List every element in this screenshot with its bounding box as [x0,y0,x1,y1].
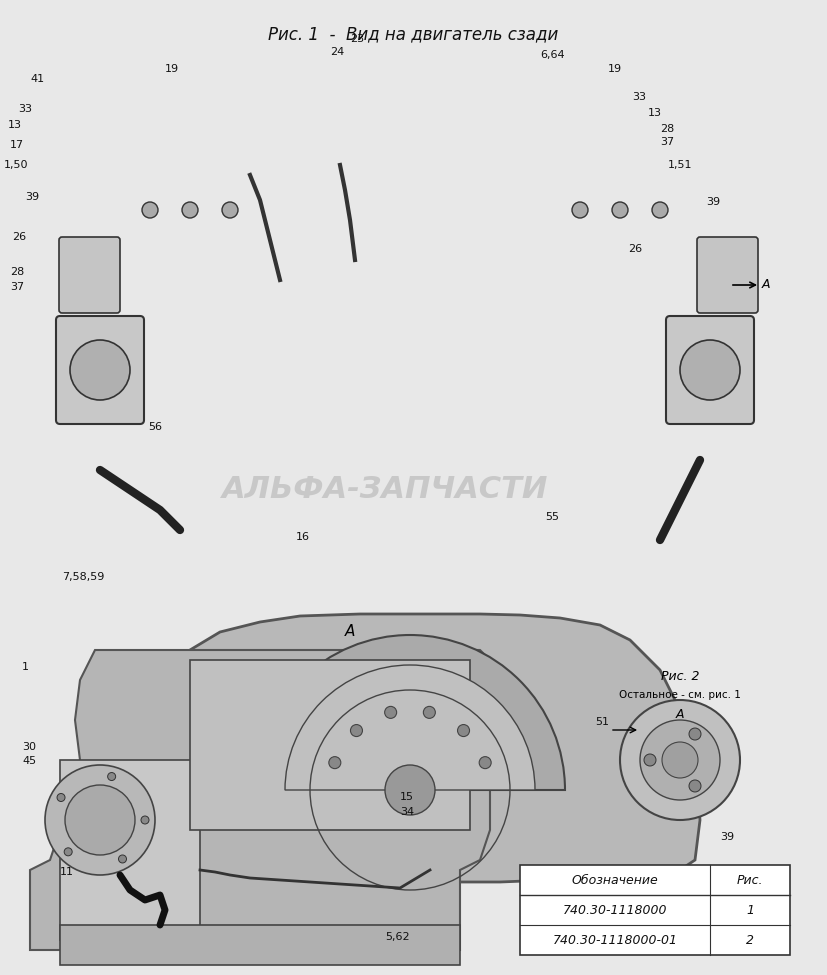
Text: Остальное - см. рис. 1: Остальное - см. рис. 1 [619,690,741,700]
Text: 740.30-1118000-01: 740.30-1118000-01 [552,933,677,947]
Text: 5,62: 5,62 [385,932,409,942]
Text: A: A [762,279,771,292]
Text: 37: 37 [660,137,674,147]
Text: 11: 11 [60,867,74,877]
Text: 19: 19 [608,64,622,74]
Text: 13: 13 [8,120,22,130]
Text: 39: 39 [720,832,734,842]
Circle shape [689,728,701,740]
Circle shape [118,855,127,863]
Circle shape [222,202,238,218]
Text: 13: 13 [648,108,662,118]
Circle shape [572,202,588,218]
FancyBboxPatch shape [697,237,758,313]
Text: A: A [345,624,355,639]
Text: A: A [676,708,684,721]
Text: 33: 33 [632,92,646,102]
Circle shape [70,340,130,400]
Circle shape [644,754,656,766]
Text: 33: 33 [18,104,32,114]
Text: 1: 1 [22,662,29,672]
FancyBboxPatch shape [666,316,754,424]
Text: 1: 1 [746,904,754,916]
Circle shape [142,202,158,218]
Text: Рис.: Рис. [737,874,763,886]
Text: 28: 28 [660,124,674,134]
Circle shape [689,780,701,792]
Circle shape [351,724,362,736]
Circle shape [680,340,740,400]
Circle shape [182,202,198,218]
Text: 41: 41 [30,74,44,84]
Circle shape [45,765,155,875]
Text: 56: 56 [148,422,162,432]
Text: 1,51: 1,51 [668,160,692,170]
Text: 39: 39 [706,197,720,207]
Text: 17: 17 [10,140,24,150]
Circle shape [457,724,470,736]
Circle shape [65,848,72,856]
Text: 15: 15 [400,792,414,802]
Circle shape [640,720,720,800]
Circle shape [385,706,397,719]
Bar [60,925,460,965]
Text: 55: 55 [545,512,559,522]
Text: 19: 19 [165,64,179,74]
Text: 7,58,59: 7,58,59 [62,572,104,582]
Circle shape [385,765,435,815]
Circle shape [620,700,740,820]
Text: Рис. 1  -  Вид на двигатель сзади: Рис. 1 - Вид на двигатель сзади [268,25,558,43]
Circle shape [329,757,341,768]
Text: 16: 16 [296,532,310,542]
Text: 26: 26 [12,232,26,242]
Text: 6,64: 6,64 [540,50,565,60]
Bar [60,760,200,940]
Text: 23: 23 [350,34,364,44]
Polygon shape [118,614,700,882]
Circle shape [423,706,435,719]
Text: Рис. 2: Рис. 2 [661,670,700,683]
Polygon shape [30,650,490,950]
Bar [520,865,790,955]
FancyBboxPatch shape [59,237,120,313]
Text: АЛЬФА-ЗАПЧАСТИ: АЛЬФА-ЗАПЧАСТИ [222,476,548,504]
Circle shape [141,816,149,824]
Text: 30: 30 [22,742,36,752]
Text: 51: 51 [595,717,609,727]
Text: 740.30-1118000: 740.30-1118000 [562,904,667,916]
Circle shape [652,202,668,218]
Text: 28: 28 [10,267,24,277]
FancyBboxPatch shape [56,316,144,424]
Wedge shape [255,635,565,790]
Text: 24: 24 [330,47,344,57]
Text: Обозначение: Обозначение [571,874,658,886]
Circle shape [108,772,116,781]
Text: 1,50: 1,50 [4,160,28,170]
Text: 26: 26 [628,244,642,254]
Circle shape [612,202,628,218]
Text: 2: 2 [746,933,754,947]
Wedge shape [285,665,535,790]
Text: 37: 37 [10,282,24,292]
Circle shape [57,794,65,801]
Circle shape [479,757,491,768]
Text: 39: 39 [25,192,39,202]
Text: 45: 45 [22,756,36,766]
Bar [190,660,470,830]
Circle shape [65,785,135,855]
Circle shape [662,742,698,778]
Text: 34: 34 [400,807,414,817]
